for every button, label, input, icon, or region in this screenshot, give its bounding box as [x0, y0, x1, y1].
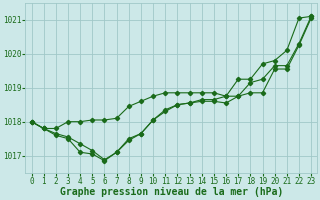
X-axis label: Graphe pression niveau de la mer (hPa): Graphe pression niveau de la mer (hPa)	[60, 187, 283, 197]
